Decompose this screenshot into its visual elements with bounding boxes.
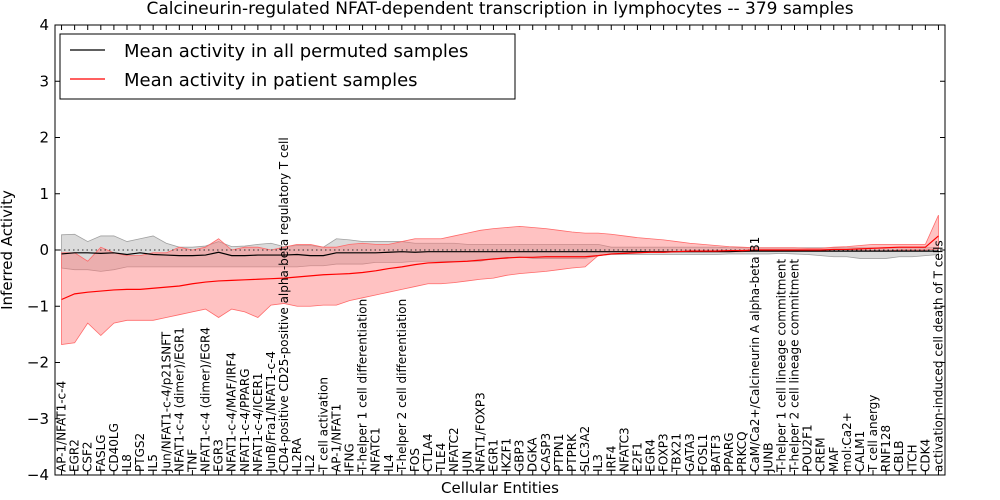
y-tick-label: 3 [39,72,49,90]
category-label: FOS [408,448,422,472]
category-label: T-helper 1 cell lineage commitment [774,259,788,473]
category-label: GATA3 [683,433,697,472]
y-tick-label: 2 [39,129,49,147]
category-label: T-helper 1 cell differentiation [356,299,370,473]
category-label: PTGS2 [133,433,147,472]
category-label: ITCH [905,444,919,472]
category-label: NFATC2 [447,427,461,472]
category-label: NFAT1-c-4 (dimer)/EGR4 [199,327,213,472]
y-tick-label: −3 [27,410,49,428]
category-label: IL8 [120,454,134,472]
category-label: TNF [185,449,199,473]
category-label: PTPRK [565,433,579,472]
category-label: IL3 [591,454,605,472]
category-label: T-helper 2 cell differentiation [395,299,409,473]
category-label: GBP3 [513,440,527,472]
category-label: EGR1 [486,439,500,472]
y-tick-label: 0 [39,241,49,259]
category-label: E2F1 [630,442,644,472]
category-label: NFAT1-c-4 (dimer)/EGR1 [172,327,186,472]
category-label: IL2RA [290,437,304,472]
category-label: PPARG [722,432,736,472]
category-label: NFAT1-c-4/MAF/IRF4 [225,352,239,472]
category-label: IRF4 [604,446,618,472]
category-label: PRKCQ [735,431,749,472]
category-label: CSF2 [81,441,95,472]
y-tick-label: −1 [27,297,49,315]
category-label: CaM/Ca2+/Calcineurin A alpha-beta B1 [748,237,762,472]
category-label: IL4 [382,454,396,472]
category-label: NFAT1-c-4/ICER1 [251,373,265,472]
category-label: NFAT1-c-4/PPARG [238,368,252,472]
category-label: Jun/NFAT1-c-4/p21SNFT [159,331,173,473]
category-label: PTPN1 [552,434,566,472]
category-label: CD4-positive CD25-positive alpha-beta re… [277,137,291,472]
category-label: FASLG [94,434,108,472]
category-label: RNF128 [879,425,893,472]
category-label: CREM [814,437,828,472]
y-tick-label: −2 [27,354,49,372]
category-label: EGR3 [212,439,226,472]
category-labels: AP-1/NFAT1-c-4 EGR2 CSF2 FASLG CD40LG IL8 PTGS… [55,25,945,475]
category-label: CASP3 [539,433,553,472]
legend-label-permuted: Mean activity in all permuted samples [124,41,468,62]
category-label: IL2 [303,454,317,472]
series-line-0 [61,250,939,257]
category-label: activation-induced cell death of T cells [931,240,945,472]
category-label: EGR2 [68,439,82,472]
legend-label-patient: Mean activity in patient samples [124,70,418,91]
y-tick-label: −4 [27,466,49,484]
category-label: IKZF1 [500,438,514,472]
plot-frame [54,24,946,476]
category-label: IFNG [342,443,356,472]
category-label: POU2F1 [801,424,815,472]
y-tick-label: 4 [39,16,49,34]
category-label: CBLB [892,440,906,472]
plot-area [55,214,945,345]
legend-box [59,33,516,100]
category-label: T cell activation [316,377,330,473]
series-band-0 [61,233,939,272]
y-tick-label: 1 [39,185,49,203]
series-line-1 [61,235,939,301]
category-label: T-helper 2 cell lineage commitment [787,259,801,473]
category-label: MAF [827,446,841,472]
category-label: mol:Ca2+ [840,412,854,472]
category-label: TBX21 [670,433,684,473]
category-label: CD40LG [107,423,121,472]
legend: Mean activity in all permuted samples Me… [59,33,516,100]
category-label: JUN [460,451,474,473]
category-label: NFATC1 [369,427,383,472]
category-label: CDK4 [918,439,932,472]
category-label: JUNB [761,442,775,473]
category-label: DGKA [526,437,540,472]
chart-title: Calcineurin-regulated NFAT-dependent tra… [146,0,853,19]
category-label: T cell anergy [866,395,880,473]
category-label: CTLA4 [421,433,435,472]
category-label: JunB/Fra1/NFAT1-c-4 [264,351,278,473]
category-label: FOSL1 [696,434,710,472]
category-label: IL5 [146,454,160,472]
category-label: CALM1 [853,431,867,472]
x-axis-label: Cellular Entities [441,479,559,497]
category-label: AP-1/NFAT1 [329,404,343,472]
category-label: NFAT1/FOXP3 [473,392,487,472]
category-label: EGR4 [644,439,658,472]
category-label: SLC3A2 [578,426,592,472]
category-label: AP-1/NFAT1-c-4 [55,381,69,472]
category-label: BATF3 [709,435,723,472]
category-label: TLE4 [434,443,448,473]
y-axis-label: Inferred Activity [0,190,16,310]
category-label: FOXP3 [657,433,671,472]
category-label: NFATC3 [617,427,631,472]
series-band-1 [61,214,939,345]
